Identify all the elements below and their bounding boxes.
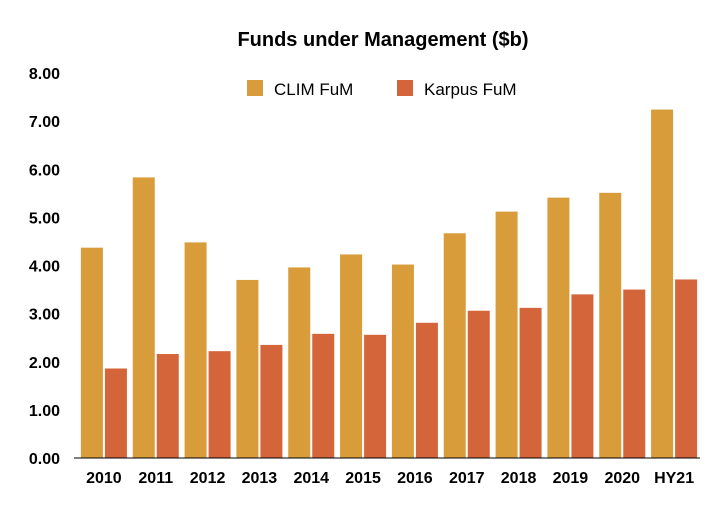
x-tick-label: 2016 bbox=[397, 470, 433, 487]
bar-clim bbox=[443, 233, 466, 458]
bar-karpus bbox=[156, 354, 179, 458]
x-axis: 2010 2011 2012 2013 2014 2015 2016 2017 2018 2019… bbox=[86, 470, 694, 487]
bar-clim bbox=[132, 177, 155, 458]
x-tick-label: 2015 bbox=[345, 470, 381, 487]
legend-label-clim: CLIM FuM bbox=[274, 80, 353, 99]
x-tick-label: 2019 bbox=[553, 470, 589, 487]
bar-karpus bbox=[519, 307, 542, 458]
y-tick-label: 4.00 bbox=[29, 259, 60, 276]
bar-clim bbox=[391, 264, 414, 458]
bar-clim bbox=[288, 267, 311, 458]
y-tick-label: 8.00 bbox=[29, 66, 60, 83]
bar-karpus bbox=[260, 344, 283, 458]
y-tick-label: 3.00 bbox=[29, 307, 60, 324]
x-tick-label: 2017 bbox=[449, 470, 485, 487]
bar-karpus bbox=[312, 333, 335, 458]
bar-karpus bbox=[623, 289, 646, 458]
y-tick-label: 2.00 bbox=[29, 355, 60, 372]
bars bbox=[80, 109, 698, 459]
legend-swatch-clim bbox=[247, 80, 263, 96]
x-tick-label: HY21 bbox=[654, 470, 694, 487]
x-tick-label: 2010 bbox=[86, 470, 122, 487]
bar-clim bbox=[340, 254, 363, 458]
bar-clim bbox=[495, 211, 518, 458]
y-tick-label: 6.00 bbox=[29, 162, 60, 179]
bar-karpus bbox=[208, 351, 231, 458]
x-tick-label: 2012 bbox=[190, 470, 226, 487]
bar-karpus bbox=[104, 368, 127, 458]
bar-clim bbox=[236, 279, 259, 458]
y-tick-label: 0.00 bbox=[29, 451, 60, 468]
legend-label-karpus: Karpus FuM bbox=[424, 80, 517, 99]
bar-clim bbox=[184, 242, 207, 458]
x-tick-label: 2018 bbox=[501, 470, 537, 487]
bar-clim bbox=[80, 247, 103, 458]
y-axis: 0.00 1.00 2.00 3.00 4.00 5.00 6.00 7.00 8.00 bbox=[29, 66, 60, 468]
x-tick-label: 2011 bbox=[138, 470, 173, 487]
y-tick-label: 1.00 bbox=[29, 403, 60, 420]
legend-swatch-karpus bbox=[397, 80, 413, 96]
bar-clim bbox=[599, 192, 622, 459]
x-tick-label: 2013 bbox=[242, 470, 278, 487]
bar-clim bbox=[651, 109, 674, 458]
y-tick-label: 5.00 bbox=[29, 210, 60, 227]
y-tick-label: 7.00 bbox=[29, 114, 60, 131]
x-tick-label: 2020 bbox=[604, 470, 640, 487]
bar-karpus bbox=[571, 294, 594, 458]
bar-karpus bbox=[467, 310, 490, 458]
bar-clim bbox=[547, 197, 570, 459]
x-tick-label: 2014 bbox=[293, 470, 329, 487]
bar-karpus bbox=[675, 279, 698, 458]
legend: CLIM FuM Karpus FuM bbox=[247, 80, 517, 99]
bar-karpus bbox=[364, 334, 387, 458]
chart-title: Funds under Management ($b) bbox=[237, 29, 528, 51]
bar-karpus bbox=[415, 322, 438, 458]
